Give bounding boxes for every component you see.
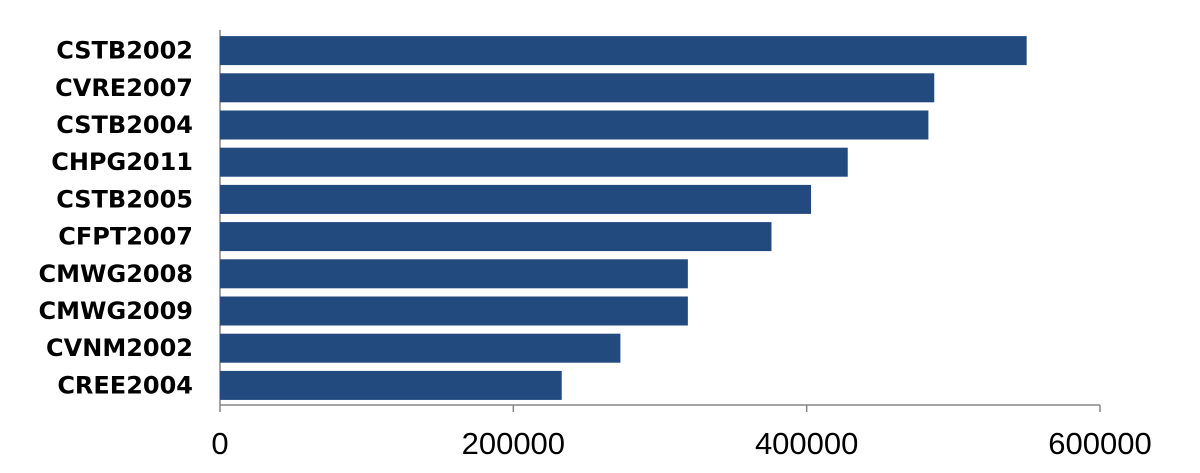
bar: [220, 73, 935, 103]
y-tick-label: CHPG2011: [51, 148, 193, 176]
bar: [220, 296, 688, 326]
y-tick-label: CSTB2004: [56, 111, 193, 139]
bar: [220, 333, 621, 363]
x-tick-label: 600000: [1048, 426, 1151, 461]
y-tick-label: CREE2004: [57, 371, 193, 399]
bar: [220, 147, 848, 177]
y-tick-label: CSTB2005: [56, 185, 193, 213]
x-tick-label: 200000: [462, 426, 565, 461]
x-tick-label: 0: [211, 426, 228, 461]
y-tick-label: CSTB2002: [56, 37, 193, 65]
y-tick-label: CVRE2007: [55, 74, 193, 102]
bar: [220, 110, 929, 140]
bar: [220, 184, 812, 214]
y-tick-label: CFPT2007: [58, 223, 193, 251]
x-tick-label: 400000: [755, 426, 858, 461]
bar: [220, 222, 772, 252]
bar: [220, 36, 1027, 66]
y-tick-label: CMWG2008: [39, 260, 193, 288]
y-tick-label: CVNM2002: [46, 334, 193, 362]
bar: [220, 259, 688, 289]
bar: [220, 370, 562, 400]
y-tick-label: CMWG2009: [39, 297, 193, 325]
